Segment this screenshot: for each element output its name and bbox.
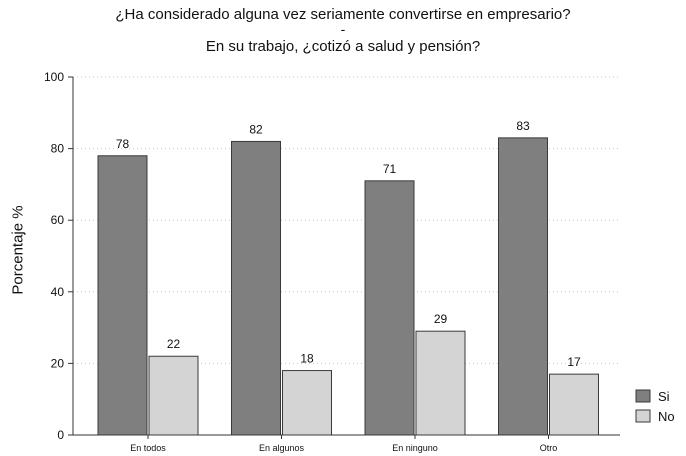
data-label-no-3: 17 <box>567 355 581 369</box>
title-separator: - <box>340 21 346 37</box>
data-label-no-2: 29 <box>434 312 448 326</box>
legend: Si No <box>635 389 675 424</box>
data-labels: 78 22 82 18 71 29 83 17 <box>116 119 581 369</box>
data-label-si-3: 83 <box>516 119 530 133</box>
y-tick-label-60: 60 <box>51 213 65 227</box>
chart-subtitle: En su trabajo, ¿cotizó a salud y pensión… <box>205 38 481 55</box>
bar-si-0 <box>97 155 148 436</box>
data-label-si-1: 82 <box>249 122 263 136</box>
data-label-si-2: 71 <box>383 162 397 176</box>
data-label-no-1: 18 <box>300 352 314 366</box>
bars <box>97 137 599 436</box>
x-tick-label-2: En ninguno <box>392 443 438 453</box>
legend-swatch-si <box>635 389 651 403</box>
y-tick-label-20: 20 <box>51 356 65 370</box>
x-tick-labels: En todos En algunos En ninguno Otro <box>130 435 557 453</box>
x-tick-label-0: En todos <box>130 443 166 453</box>
y-tick-label-0: 0 <box>57 428 64 442</box>
bar-no-1 <box>282 370 332 436</box>
x-tick-label-3: Otro <box>540 443 558 453</box>
bar-no-3 <box>549 373 599 436</box>
bar-no-0 <box>148 355 199 436</box>
data-label-no-0: 22 <box>167 337 181 351</box>
bar-no-2 <box>415 330 466 436</box>
legend-label-no: No <box>658 409 675 424</box>
x-tick-label-1: En algunos <box>259 443 305 453</box>
legend-swatch-no <box>635 409 651 423</box>
y-tick-label-80: 80 <box>51 142 65 156</box>
bar-si-2 <box>364 180 415 436</box>
y-tick-label-40: 40 <box>51 285 65 299</box>
data-label-si-0: 78 <box>116 137 130 151</box>
legend-label-si: Si <box>658 389 670 404</box>
y-tick-label-100: 100 <box>44 70 64 84</box>
bar-si-3 <box>498 137 548 436</box>
bar-si-1 <box>231 140 281 436</box>
chart-title: ¿Ha considerado alguna vez seriamente co… <box>115 6 571 23</box>
